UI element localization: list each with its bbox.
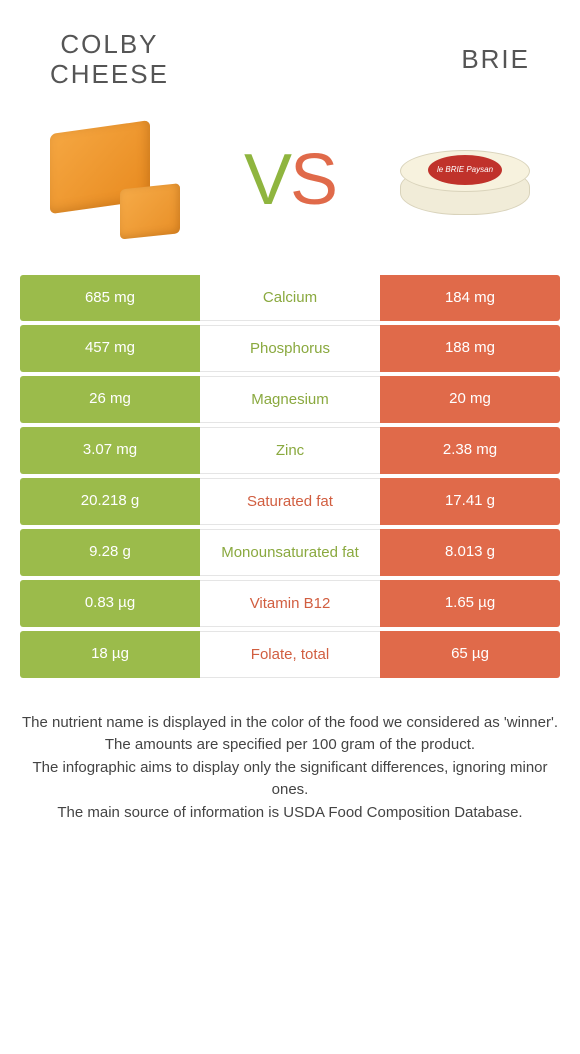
footer-line: The infographic aims to display only the… bbox=[20, 757, 560, 802]
nutrient-label-cell: Phosphorus bbox=[200, 325, 380, 372]
brie-image: le BRIE Paysan bbox=[380, 105, 550, 255]
left-food-title: COLBY CHEESE bbox=[50, 30, 169, 90]
vs-v: V bbox=[244, 140, 290, 220]
right-food-title: BRIE bbox=[461, 45, 530, 75]
vs-label: VS bbox=[244, 139, 336, 221]
colby-image bbox=[30, 105, 200, 255]
right-value-cell: 20 mg bbox=[380, 376, 560, 423]
left-value-cell: 20.218 g bbox=[20, 478, 200, 525]
left-value-cell: 9.28 g bbox=[20, 529, 200, 576]
nutrient-label-cell: Zinc bbox=[200, 427, 380, 474]
images-row: VS le BRIE Paysan bbox=[0, 100, 580, 275]
nutrient-label-cell: Magnesium bbox=[200, 376, 380, 423]
right-value-cell: 65 µg bbox=[380, 631, 560, 678]
table-row: 457 mgPhosphorus188 mg bbox=[20, 325, 560, 372]
right-value-cell: 1.65 µg bbox=[380, 580, 560, 627]
footer-notes: The nutrient name is displayed in the co… bbox=[0, 682, 580, 825]
vs-s: S bbox=[290, 140, 336, 220]
right-value-cell: 184 mg bbox=[380, 275, 560, 321]
nutrient-label-cell: Folate, total bbox=[200, 631, 380, 678]
left-value-cell: 3.07 mg bbox=[20, 427, 200, 474]
left-value-cell: 0.83 µg bbox=[20, 580, 200, 627]
table-row: 26 mgMagnesium20 mg bbox=[20, 376, 560, 423]
title-line: CHEESE bbox=[50, 59, 169, 89]
left-value-cell: 26 mg bbox=[20, 376, 200, 423]
right-value-cell: 2.38 mg bbox=[380, 427, 560, 474]
right-value-cell: 188 mg bbox=[380, 325, 560, 372]
right-value-cell: 17.41 g bbox=[380, 478, 560, 525]
left-value-cell: 18 µg bbox=[20, 631, 200, 678]
nutrient-label-cell: Monounsaturated fat bbox=[200, 529, 380, 576]
right-value-cell: 8.013 g bbox=[380, 529, 560, 576]
footer-line: The nutrient name is displayed in the co… bbox=[20, 712, 560, 735]
table-row: 9.28 gMonounsaturated fat8.013 g bbox=[20, 529, 560, 576]
table-row: 0.83 µgVitamin B121.65 µg bbox=[20, 580, 560, 627]
nutrient-label-cell: Vitamin B12 bbox=[200, 580, 380, 627]
table-row: 3.07 mgZinc2.38 mg bbox=[20, 427, 560, 474]
footer-line: The main source of information is USDA F… bbox=[20, 802, 560, 825]
table-row: 20.218 gSaturated fat17.41 g bbox=[20, 478, 560, 525]
nutrient-label-cell: Saturated fat bbox=[200, 478, 380, 525]
left-value-cell: 457 mg bbox=[20, 325, 200, 372]
nutrient-label-cell: Calcium bbox=[200, 275, 380, 321]
left-value-cell: 685 mg bbox=[20, 275, 200, 321]
brie-label-icon: le BRIE Paysan bbox=[428, 155, 502, 185]
colby-block-icon bbox=[120, 183, 180, 239]
comparison-table: 685 mgCalcium184 mg457 mgPhosphorus188 m… bbox=[20, 275, 560, 682]
footer-line: The amounts are specified per 100 gram o… bbox=[20, 734, 560, 757]
header: COLBY CHEESE BRIE bbox=[0, 0, 580, 100]
table-row: 685 mgCalcium184 mg bbox=[20, 275, 560, 321]
table-row: 18 µgFolate, total65 µg bbox=[20, 631, 560, 678]
title-line: COLBY bbox=[60, 29, 158, 59]
